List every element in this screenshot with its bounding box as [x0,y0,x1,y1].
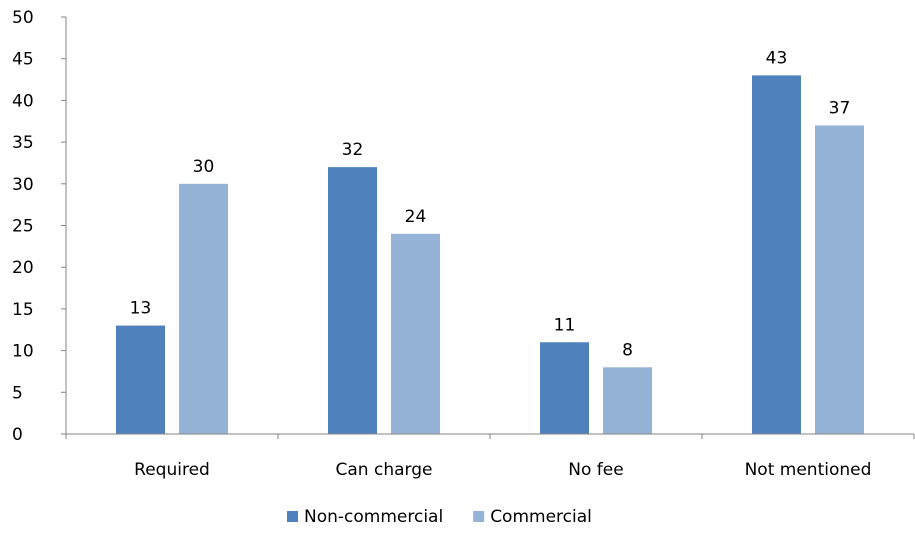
y-tick-label: 40 [12,91,34,111]
bars-group [116,75,864,435]
data-label: 8 [622,340,633,360]
legend-label: Non-commercial [304,507,443,527]
legend-label: Commercial [490,507,592,527]
bar [752,75,801,434]
bar [116,325,165,434]
data-label: 43 [766,48,788,68]
y-tick-label: 25 [12,217,34,237]
legend-swatch [473,511,485,522]
x-tick-label: Not mentioned [745,460,872,480]
bar [603,367,652,434]
y-tick-label: 35 [12,133,34,153]
legend-swatch [287,511,298,522]
data-label: 13 [130,299,152,319]
bar [540,342,589,434]
x-tick-label: Can charge [336,460,433,480]
legend: Non-commercial Commercial [287,507,592,527]
y-axis: 0 5 10 15 20 25 30 35 40 45 50 [12,8,67,445]
bar [179,183,228,434]
y-tick-label: 45 [12,50,34,70]
data-label: 11 [554,315,576,335]
y-tick-label: 30 [12,175,34,195]
data-label: 24 [405,207,427,227]
data-labels-group: 13 30 32 24 11 8 43 37 [130,48,851,360]
x-tick-label: No fee [568,460,623,480]
y-tick-label: 20 [12,258,34,278]
y-tick-label: 50 [12,8,34,28]
x-tick-label: Required [134,460,210,480]
x-axis: Required Can charge No fee Not mentioned [65,433,915,480]
y-tick-label: 5 [12,383,23,403]
bar [391,233,440,434]
y-tick-label: 0 [12,425,23,445]
y-tick-label: 10 [12,342,34,362]
data-label: 37 [829,98,851,118]
data-label: 30 [193,157,215,177]
bar [328,167,377,434]
bar [815,125,864,435]
y-tick-label: 15 [12,300,34,320]
data-label: 32 [342,140,364,160]
